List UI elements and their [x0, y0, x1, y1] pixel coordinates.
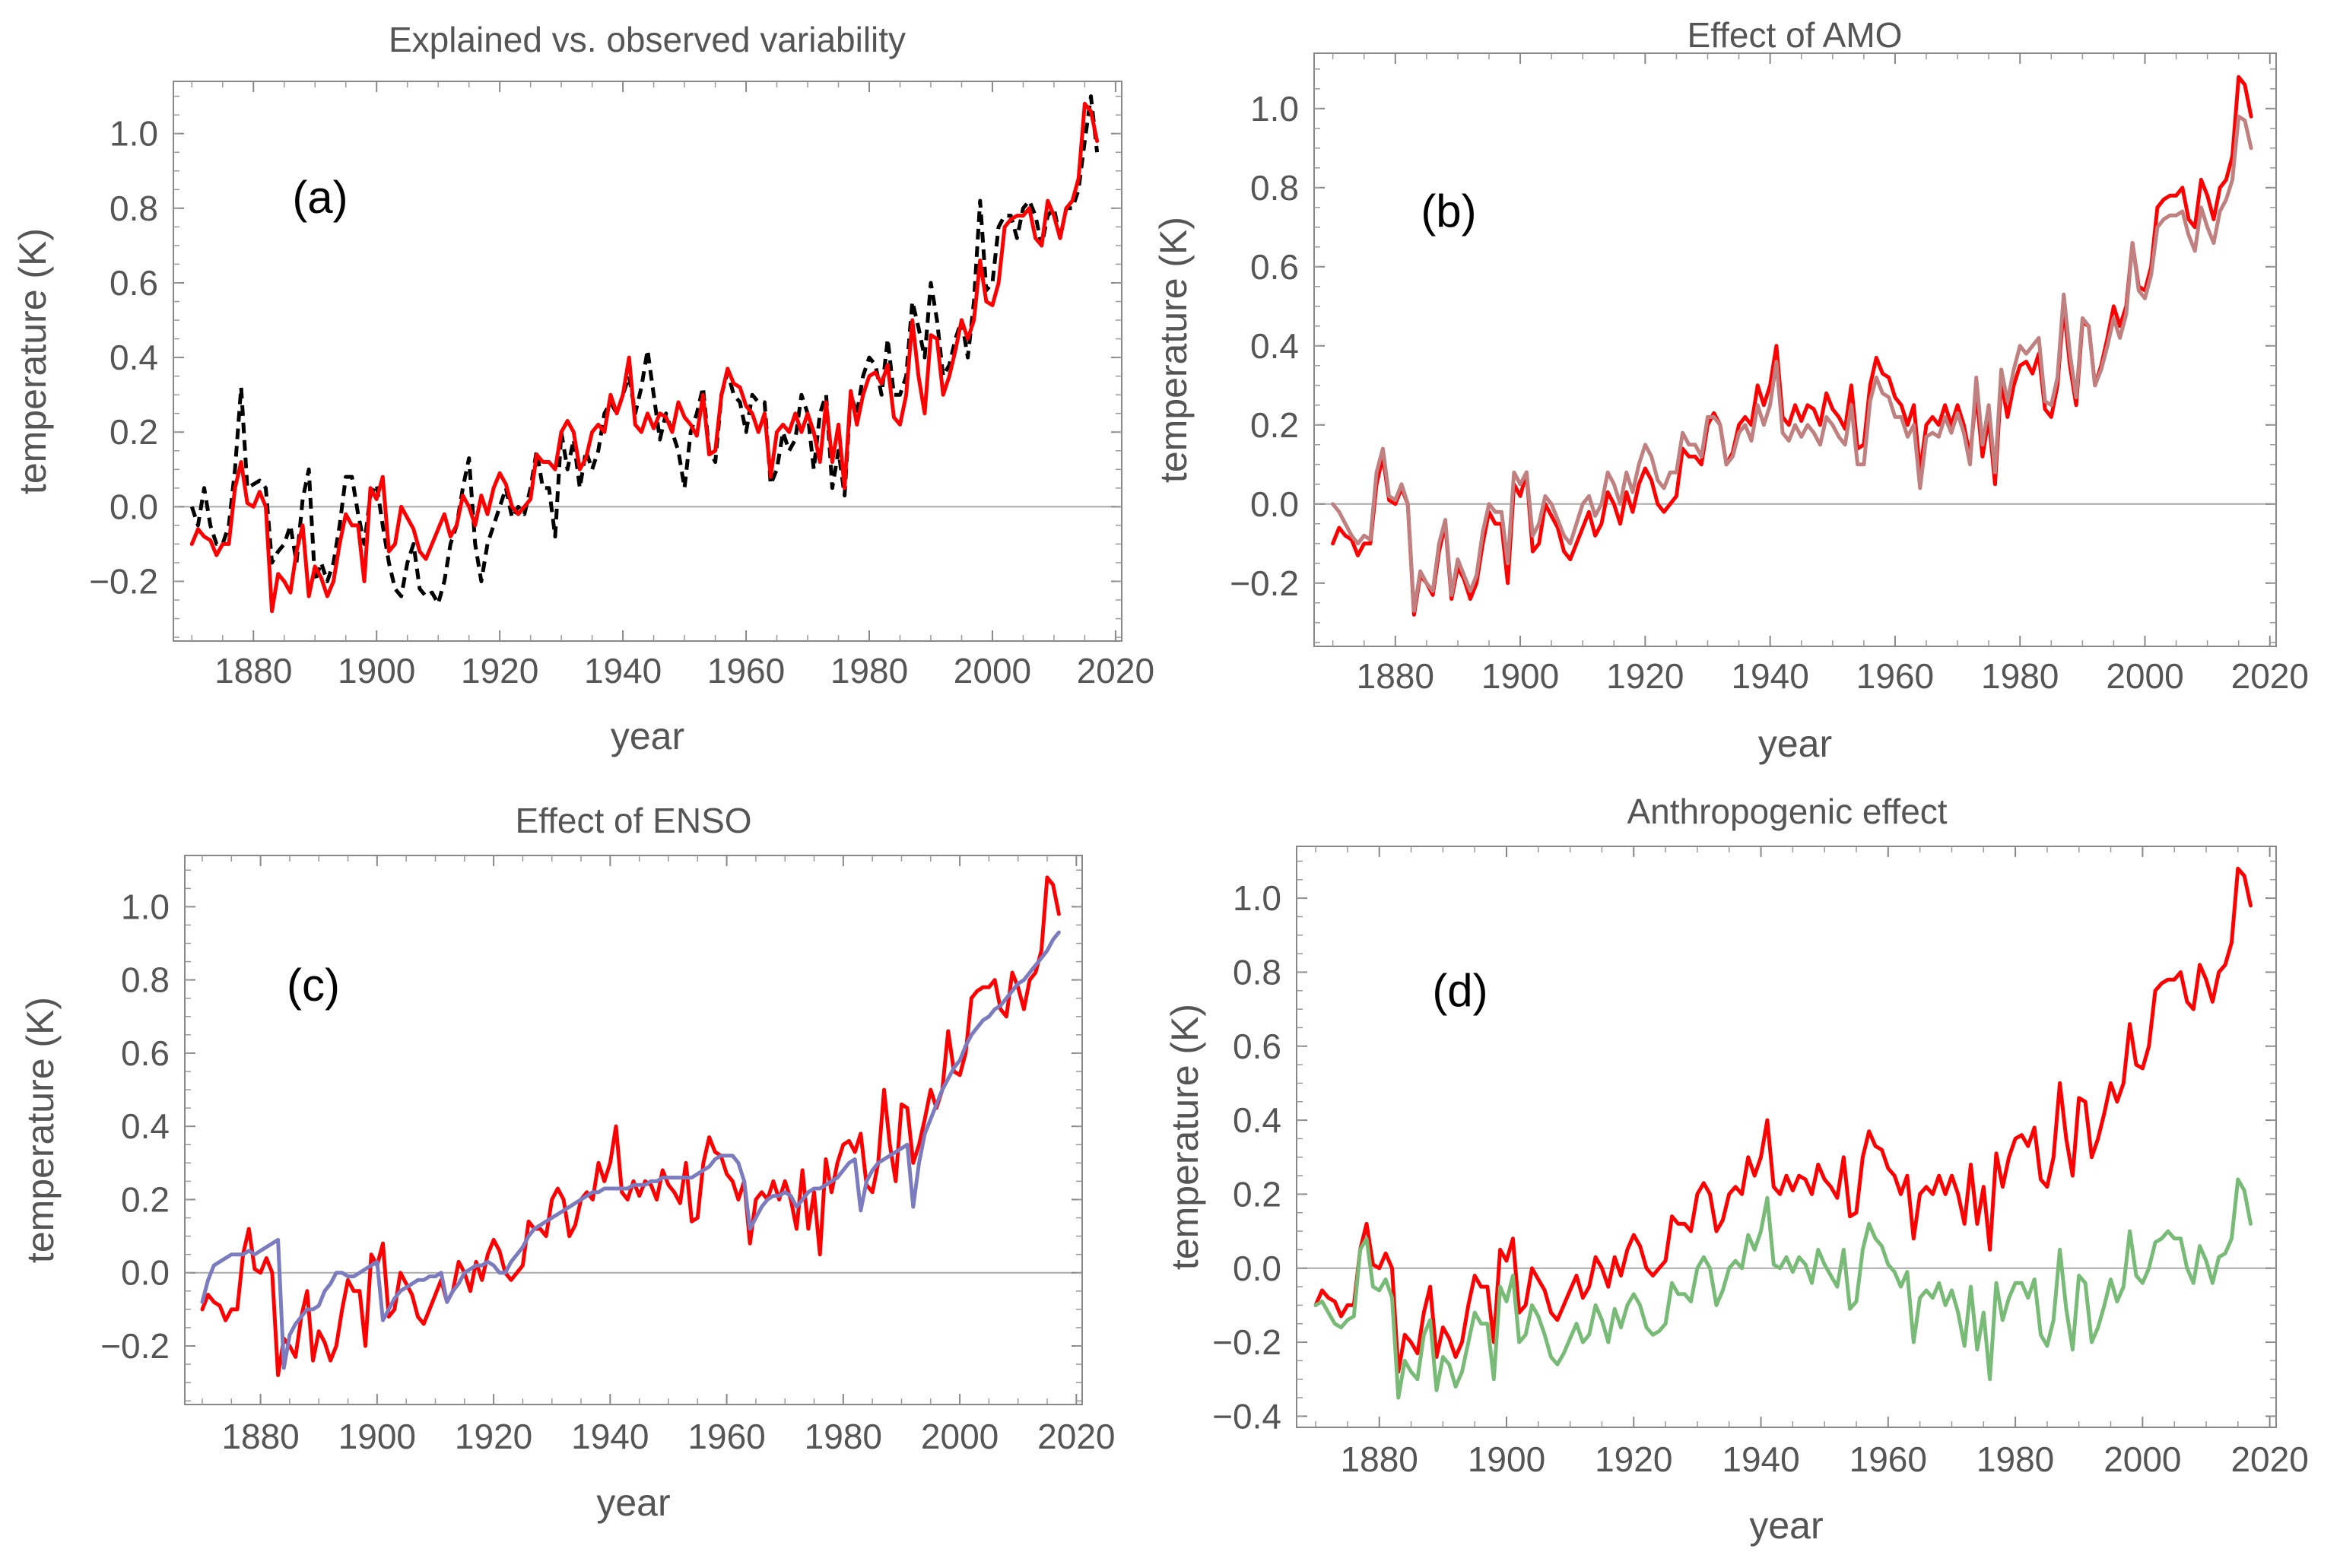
x-axis-label: year — [1758, 722, 1832, 765]
panel-d: 1880 1900 1920 1940 1960 1980 2000 2020 −0.4 −0.2… — [1164, 792, 2309, 1547]
y-tick-label: 0.8 — [110, 189, 158, 228]
y-tick-label: 0.6 — [1250, 247, 1299, 287]
y-tick-label: −0.2 — [100, 1326, 170, 1366]
x-tick-label: 2000 — [2103, 1439, 2181, 1479]
plot-frame — [173, 81, 1122, 642]
y-tick-label: 0.8 — [121, 960, 170, 1000]
y-tick-label: 0.8 — [1250, 168, 1299, 208]
y-tick-label: 0.2 — [110, 412, 158, 452]
y-tick-label: 0.0 — [1250, 484, 1299, 524]
series-without-enso-line — [200, 930, 1061, 1370]
x-tick-label: 1960 — [1856, 656, 1934, 696]
series-explained-line — [189, 101, 1100, 614]
x-axis-label: year — [596, 1481, 670, 1524]
panel-c: 1880 1900 1920 1940 1960 1980 2000 2020 −0.2 0.0 0… — [19, 801, 1116, 1524]
x-tick-label: 1920 — [455, 1417, 532, 1456]
y-tick-label: 0.4 — [121, 1106, 170, 1146]
x-tick-label: 2020 — [2230, 1439, 2308, 1479]
x-tick-label: 1900 — [338, 651, 415, 690]
y-axis-label: temperature (K) — [1164, 1004, 1206, 1270]
x-tick-label: 1880 — [1341, 1439, 1418, 1479]
x-tick-label: 2000 — [2106, 656, 2183, 696]
chart-title: Effect of ENSO — [515, 801, 751, 840]
chart-title: Explained vs. observed variability — [389, 20, 906, 59]
y-axis-label: temperature (K) — [19, 997, 62, 1263]
x-tick-label: 2000 — [921, 1417, 999, 1456]
x-tick-label: 1880 — [221, 1417, 299, 1456]
y-tick-label: 0.6 — [1233, 1027, 1281, 1066]
y-tick-label: 0.2 — [1233, 1174, 1281, 1214]
y-tick-label: 1.0 — [110, 114, 158, 154]
x-tick-label: 1900 — [1468, 1439, 1545, 1479]
x-tick-label: 1980 — [1981, 656, 2059, 696]
x-tick-label: 2000 — [954, 651, 1031, 690]
y-tick-label: −0.2 — [1230, 563, 1299, 603]
y-tick-label: 1.0 — [1250, 89, 1299, 129]
chart-title: Anthropogenic effect — [1627, 792, 1947, 831]
x-tick-label: 1960 — [707, 651, 785, 690]
x-tick-label: 1920 — [1595, 1439, 1672, 1479]
y-tick-label: 1.0 — [121, 887, 170, 926]
series-without-anthropogenic-line — [1313, 1177, 2253, 1400]
y-tick-label: 0.2 — [121, 1179, 170, 1219]
series-without-amo-line — [1331, 114, 2253, 613]
y-tick-label: 0.4 — [1233, 1100, 1281, 1140]
panel-label: (c) — [287, 960, 340, 1011]
x-tick-label: 1940 — [584, 651, 662, 690]
panel-label: (d) — [1432, 965, 1488, 1016]
panel-label: (b) — [1421, 186, 1476, 236]
y-tick-label: −0.2 — [89, 561, 158, 601]
x-tick-label: 1960 — [1849, 1439, 1927, 1479]
plot-frame — [184, 855, 1083, 1405]
x-tick-label: 1960 — [687, 1417, 765, 1456]
x-tick-label: 1900 — [338, 1417, 416, 1456]
y-tick-label: 0.6 — [110, 263, 158, 303]
panel-b: 1880 1900 1920 1940 1960 1980 2000 2020 −0.2 0.0 0… — [1152, 15, 2309, 765]
panel-label: (a) — [292, 172, 348, 223]
x-tick-label: 1980 — [805, 1417, 882, 1456]
x-tick-label: 2020 — [1037, 1417, 1115, 1456]
series-explained-line — [1331, 75, 2253, 617]
series-explained-line — [1313, 866, 2253, 1374]
x-tick-label: 1980 — [1976, 1439, 2054, 1479]
x-axis-label: year — [1749, 1504, 1823, 1547]
x-tick-label: 1980 — [830, 651, 908, 690]
x-tick-label: 1920 — [461, 651, 538, 690]
y-tick-label: 0.6 — [121, 1033, 170, 1073]
plot-frame — [1296, 846, 2277, 1428]
y-tick-label: −0.2 — [1212, 1322, 1281, 1362]
panel-a: 1880 1900 1920 1940 1960 1980 2000 2020 −0.2 0.0 0… — [11, 20, 1154, 757]
x-tick-label: 1920 — [1606, 656, 1684, 696]
y-axis-label: temperature (K) — [1152, 217, 1195, 483]
x-tick-label: 2020 — [2231, 656, 2309, 696]
series-observed-line — [189, 94, 1100, 606]
y-tick-label: 0.4 — [110, 338, 158, 377]
series-explained-line — [200, 875, 1061, 1377]
y-tick-label: 0.0 — [110, 487, 158, 526]
y-tick-label: 0.0 — [121, 1253, 170, 1293]
x-tick-label: 1940 — [571, 1417, 649, 1456]
plot-frame — [1313, 52, 2277, 647]
x-axis-label: year — [611, 715, 684, 757]
x-tick-label: 2020 — [1077, 651, 1154, 690]
y-tick-label: 0.8 — [1233, 952, 1281, 992]
y-tick-label: 0.2 — [1250, 405, 1299, 445]
chart-title: Effect of AMO — [1688, 15, 1903, 55]
y-tick-label: 0.0 — [1233, 1249, 1281, 1288]
x-tick-label: 1880 — [214, 651, 292, 690]
y-axis-label: temperature (K) — [11, 228, 54, 494]
x-tick-label: 1940 — [1722, 1439, 1799, 1479]
y-tick-label: 1.0 — [1233, 878, 1281, 918]
x-tick-label: 1940 — [1731, 656, 1808, 696]
y-tick-label: 0.4 — [1250, 326, 1299, 366]
y-tick-label: −0.4 — [1212, 1396, 1281, 1436]
x-tick-label: 1880 — [1357, 656, 1434, 696]
x-tick-label: 1900 — [1481, 656, 1559, 696]
